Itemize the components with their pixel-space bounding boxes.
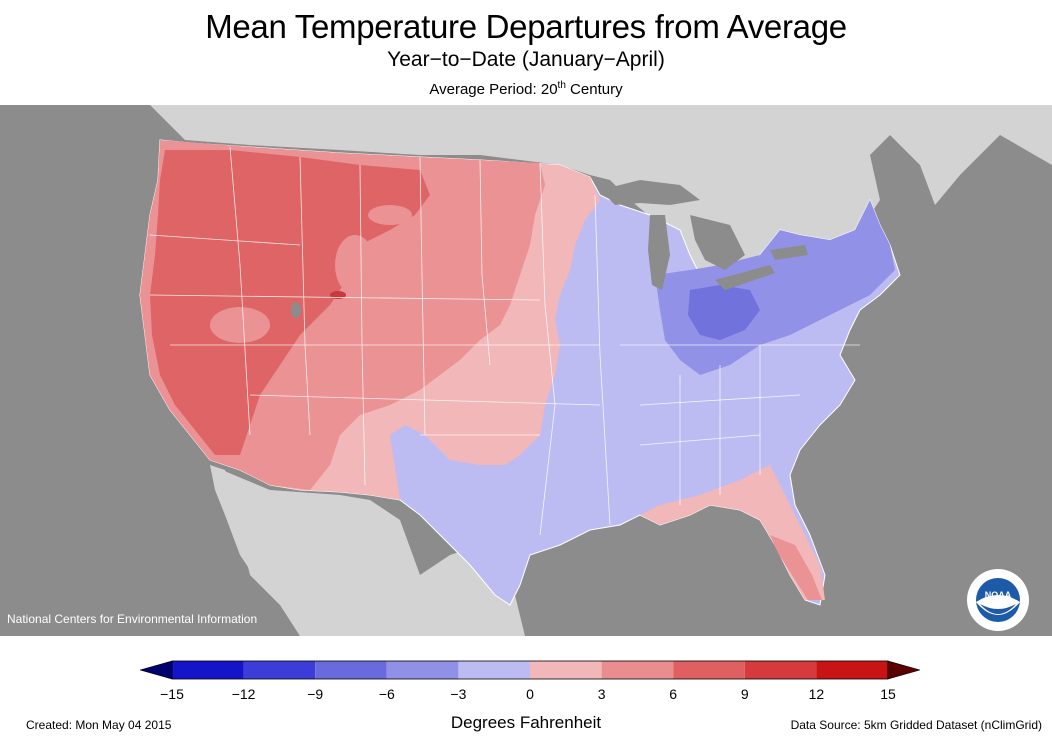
data-source: Data Source: 5km Gridded Dataset (nClimG… [790,718,1042,732]
legend-tick-label: 6 [669,686,678,702]
legend-swatch [816,661,888,679]
lake-ontario [770,245,808,260]
legend-swatch [386,661,459,679]
warm-region-florida [770,535,822,600]
lake-superior [600,180,700,205]
legend-tick-label: −6 [378,686,395,702]
warm-patch [335,235,375,295]
legend-swatch [458,661,530,679]
mexico-land [210,465,525,636]
warm-patch [368,205,412,225]
legend-tick-label: 3 [597,686,606,702]
temperature-map [0,105,1052,636]
legend-tick-label: −9 [307,686,324,702]
legend-tick-label: −12 [231,686,256,702]
color-legend [140,660,920,680]
canada-land [150,105,1052,275]
legend-tick-label: −3 [450,686,467,702]
legend-swatch [673,661,745,679]
map-subtitle: Year−to−Date (January−April) [387,48,665,71]
legend-units: Degrees Fahrenheit [450,713,602,732]
baja-peninsula [210,465,275,585]
legend-tick-label: 9 [740,686,749,702]
legend-tick-label: 15 [880,686,896,702]
legend-swatch [243,661,316,679]
legend-swatch [601,661,674,679]
created-date: Created: Mon May 04 2015 [26,718,172,732]
average-period: Average Period: 20th Century [429,80,623,98]
legend-arrow-high [887,660,920,680]
lake-huron [690,215,745,270]
lake-michigan [648,215,670,290]
legend-arrow-low [140,660,173,680]
state-boundaries [149,146,860,536]
legend-tick-label: 0 [526,686,534,702]
warm-region-southeast [620,465,825,600]
svg-text:NOAA: NOAA [985,590,1012,600]
lake-erie [715,265,775,290]
legend-swatch [744,661,817,679]
legend-swatch [530,661,602,679]
map-title: Mean Temperature Departures from Average [205,8,847,45]
legend-tick-label: 12 [808,686,825,702]
credit-text: National Centers for Environmental Infor… [7,612,258,626]
noaa-logo: NOAA [967,569,1029,631]
legend-swatch [172,661,244,679]
legend-swatch [315,661,387,679]
warm-patch [210,307,270,343]
great-salt-lake [291,302,301,318]
warm-region-dark [150,150,430,455]
legend-tick-label: −15 [160,686,184,702]
cool-region-dark [688,285,760,340]
